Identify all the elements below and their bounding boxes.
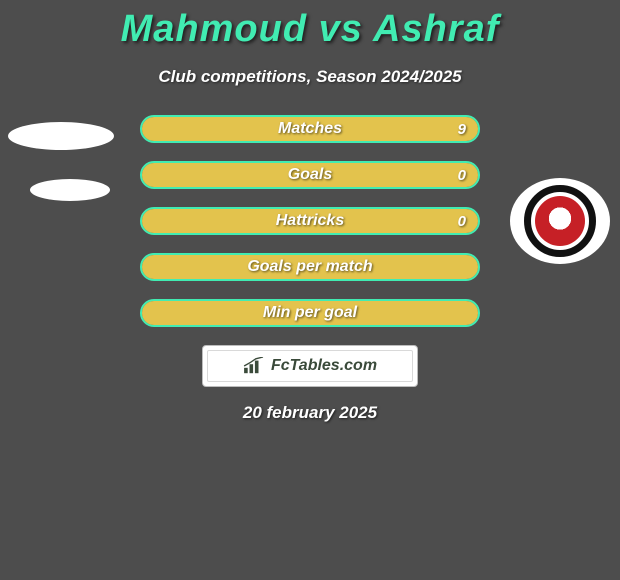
stat-row-hattricks: Hattricks 0 (140, 207, 480, 235)
stat-row-min-per-goal: Min per goal (140, 299, 480, 327)
stat-row-goals: Goals 0 (140, 161, 480, 189)
branding-label: FcTables.com (271, 357, 377, 375)
bar-chart-icon (243, 357, 265, 375)
branding-box[interactable]: FcTables.com (202, 345, 418, 387)
page-title: Mahmoud vs Ashraf (0, 0, 620, 51)
player2-club-badge (510, 178, 610, 264)
stat-value-right: 0 (458, 167, 466, 184)
stat-label: Min per goal (263, 304, 357, 322)
stat-row-goals-per-match: Goals per match (140, 253, 480, 281)
stat-value-right: 0 (458, 213, 466, 230)
player1-avatar-shape-b (30, 179, 110, 201)
stat-label: Goals per match (247, 258, 372, 276)
stat-row-matches: Matches 9 (140, 115, 480, 143)
player1-avatar-shape-a (8, 122, 114, 150)
club-badge-icon (524, 185, 596, 257)
stat-label: Hattricks (276, 212, 344, 230)
date-label: 20 february 2025 (0, 403, 620, 423)
stat-label: Goals (288, 166, 332, 184)
subtitle: Club competitions, Season 2024/2025 (0, 67, 620, 87)
stat-label: Matches (278, 120, 342, 138)
stat-value-right: 9 (458, 121, 466, 138)
